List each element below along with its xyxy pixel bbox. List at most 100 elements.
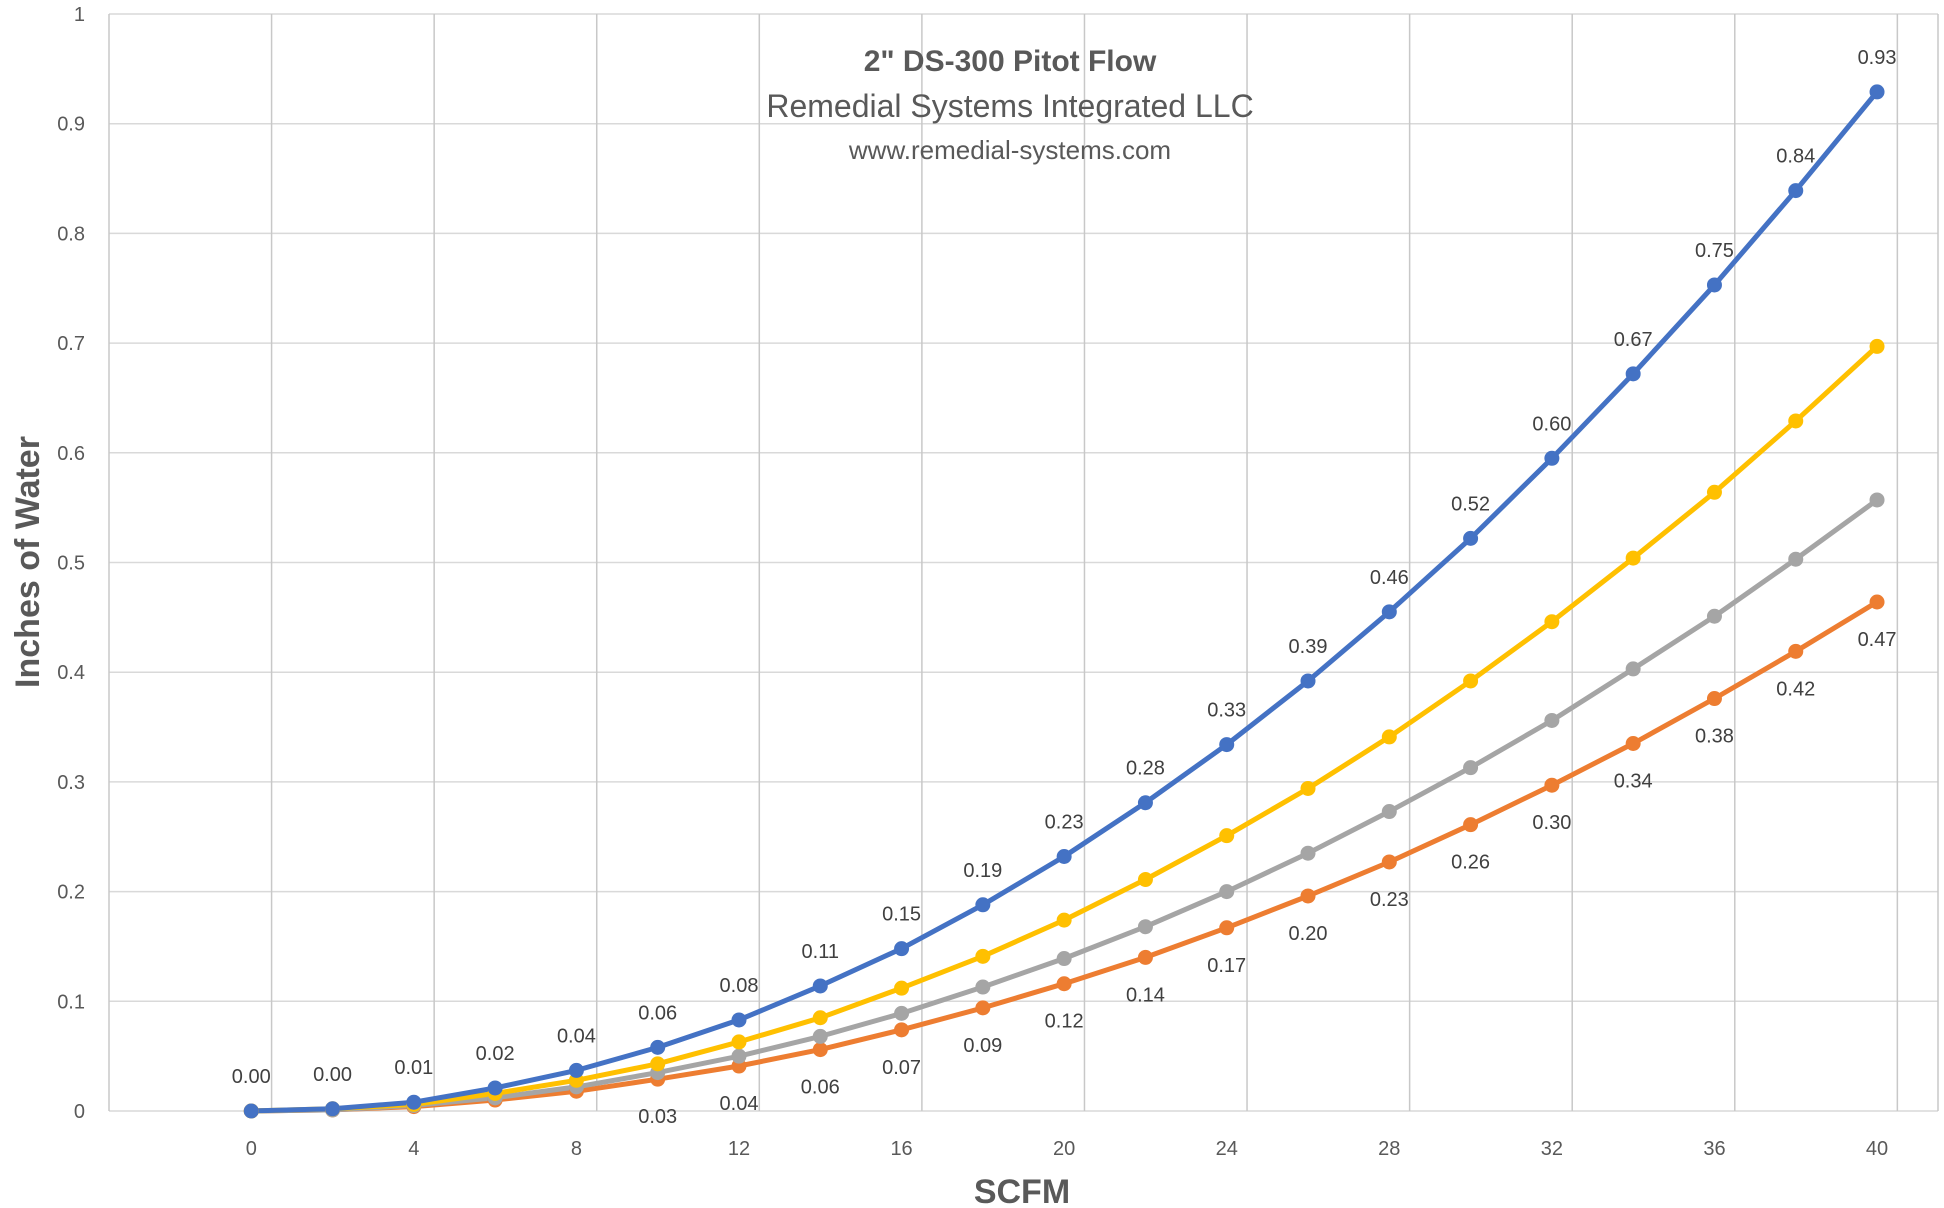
x-tick-label: 0	[246, 1138, 257, 1160]
data-label: 0.06	[638, 1002, 677, 1024]
data-label: 0.12	[1045, 1011, 1084, 1033]
x-tick-label: 32	[1541, 1138, 1563, 1160]
y-tick-label: 0.7	[57, 333, 85, 355]
data-point	[1219, 920, 1235, 936]
data-point	[1544, 450, 1560, 466]
chart-subtitle: Remedial Systems Integrated LLC	[766, 88, 1253, 124]
data-point	[1706, 691, 1722, 707]
chart-website: www.remedial-systems.com	[848, 135, 1171, 165]
data-point	[1300, 780, 1316, 796]
data-label: 0.26	[1451, 852, 1490, 874]
y-axis-title: Inches of Water	[9, 436, 47, 688]
data-point	[812, 1028, 828, 1044]
data-point	[1625, 550, 1641, 566]
data-point	[1544, 777, 1560, 793]
x-axis-tick-labels: 0 4 8 12 16 20 24 28 32 36 40	[246, 1138, 1888, 1160]
data-point	[1706, 608, 1722, 624]
data-point	[1544, 614, 1560, 630]
data-labels: 0.00 0.00 0.01 0.02 0.04 0.06 0.08 0.11 0.15 0.19…	[232, 47, 1897, 1128]
data-point	[1463, 760, 1479, 776]
data-label: 0.14	[1126, 984, 1165, 1006]
data-point	[1625, 661, 1641, 677]
data-point	[1137, 919, 1153, 935]
series-points	[243, 84, 1885, 1119]
data-point	[243, 1103, 259, 1119]
data-point	[731, 1034, 747, 1050]
data-label: 0.75	[1695, 240, 1734, 262]
data-point	[406, 1094, 422, 1110]
data-label: 0.11	[802, 941, 839, 963]
data-point	[568, 1062, 584, 1078]
y-tick-label: 0.1	[57, 991, 85, 1013]
data-label: 0.39	[1289, 636, 1328, 658]
data-label: 0.04	[557, 1025, 596, 1047]
y-tick-label: 0.6	[57, 443, 85, 465]
data-label: 0.47	[1858, 629, 1897, 651]
data-point	[1056, 951, 1072, 967]
y-tick-label: 1	[74, 4, 85, 26]
data-point	[731, 1012, 747, 1028]
data-label: 0.93	[1858, 47, 1897, 69]
data-point	[1625, 736, 1641, 752]
data-label: 0.03	[638, 1106, 677, 1128]
data-label: 0.00	[232, 1066, 271, 1088]
data-point	[325, 1101, 341, 1117]
data-point	[1381, 604, 1397, 620]
data-label: 0.42	[1776, 678, 1815, 700]
x-tick-label: 20	[1053, 1138, 1075, 1160]
data-point	[1381, 804, 1397, 820]
data-point	[1137, 872, 1153, 888]
chart-title: 2" DS-300 Pitot Flow	[864, 45, 1157, 78]
data-label: 0.84	[1776, 146, 1815, 168]
data-point	[1056, 976, 1072, 992]
data-point	[1463, 673, 1479, 689]
data-point	[975, 979, 991, 995]
data-point	[894, 980, 910, 996]
data-point	[1706, 277, 1722, 293]
data-point	[1869, 594, 1885, 610]
data-label: 0.46	[1370, 567, 1409, 589]
data-point	[1788, 413, 1804, 429]
data-point	[975, 1000, 991, 1016]
data-point	[812, 978, 828, 994]
x-tick-label: 12	[728, 1138, 750, 1160]
data-point	[1869, 338, 1885, 354]
y-tick-label: 0.3	[57, 772, 85, 794]
y-axis-tick-labels: 0 0.1 0.2 0.3 0.4 0.5 0.6 0.7 0.8 0.9 1	[57, 4, 85, 1123]
data-point	[812, 1042, 828, 1058]
x-tick-label: 36	[1703, 1138, 1725, 1160]
data-point	[650, 1039, 666, 1055]
x-tick-label: 16	[890, 1138, 912, 1160]
y-tick-label: 0.4	[57, 662, 85, 684]
data-label: 0.01	[394, 1057, 433, 1079]
y-tick-label: 0.5	[57, 553, 85, 575]
data-point	[975, 948, 991, 964]
data-point	[487, 1080, 503, 1096]
x-tick-label: 24	[1216, 1138, 1238, 1160]
data-label: 0.34	[1614, 771, 1653, 793]
data-point	[1056, 912, 1072, 928]
data-label: 0.06	[801, 1077, 840, 1099]
data-point	[1463, 530, 1479, 546]
data-point	[1137, 795, 1153, 811]
data-point	[1788, 551, 1804, 567]
data-point	[1869, 84, 1885, 100]
data-label: 0.02	[476, 1043, 515, 1065]
y-tick-label: 0.9	[57, 114, 85, 136]
y-tick-label: 0.2	[57, 882, 85, 904]
data-label: 0.38	[1695, 726, 1734, 748]
data-point	[1300, 888, 1316, 904]
data-label: 0.04	[720, 1093, 759, 1115]
data-point	[1056, 848, 1072, 864]
data-label: 0.52	[1451, 493, 1490, 515]
data-point	[1625, 366, 1641, 382]
data-point	[1300, 845, 1316, 861]
y-tick-label: 0	[74, 1101, 85, 1123]
data-point	[1300, 673, 1316, 689]
data-point	[1137, 949, 1153, 965]
data-label: 0.28	[1126, 758, 1165, 780]
data-point	[1544, 712, 1560, 728]
data-label: 0.60	[1532, 413, 1571, 435]
